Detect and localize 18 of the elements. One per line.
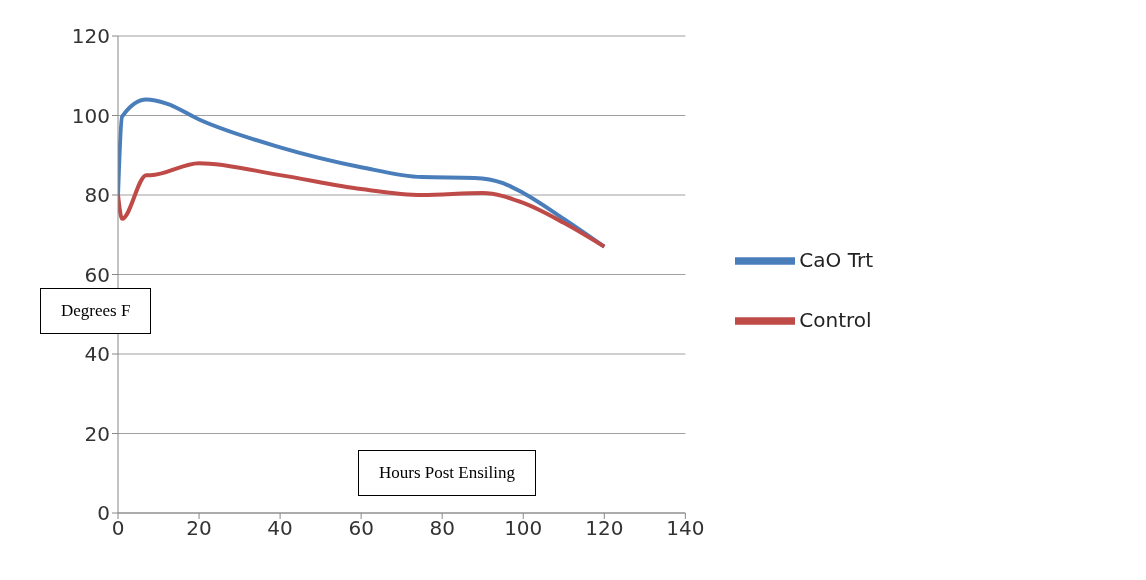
x-tick-label: 100 — [504, 516, 543, 541]
line-series — [118, 161, 607, 249]
legend-label: Control — [799, 307, 872, 331]
x-tick-label: 40 — [267, 516, 293, 541]
y-tick-label: 80 — [84, 183, 110, 208]
y-tick-label: 40 — [84, 342, 110, 367]
legend-label: CaO Trt — [799, 247, 873, 271]
x-tick-label: 80 — [429, 516, 455, 541]
y-tick-label: 60 — [84, 262, 110, 287]
y-axis-title: Degrees F — [40, 288, 152, 334]
x-tick-label: 120 — [585, 516, 624, 541]
y-tick-label: 120 — [71, 24, 110, 49]
y-tick-label: 100 — [71, 103, 110, 128]
x-axis-title: Hours Post Ensiling — [358, 450, 537, 496]
x-tick-label: 20 — [186, 516, 212, 541]
x-tick-label: 60 — [348, 516, 374, 541]
x-tick-label: 140 — [666, 516, 705, 541]
y-tick-label: 20 — [84, 421, 110, 446]
